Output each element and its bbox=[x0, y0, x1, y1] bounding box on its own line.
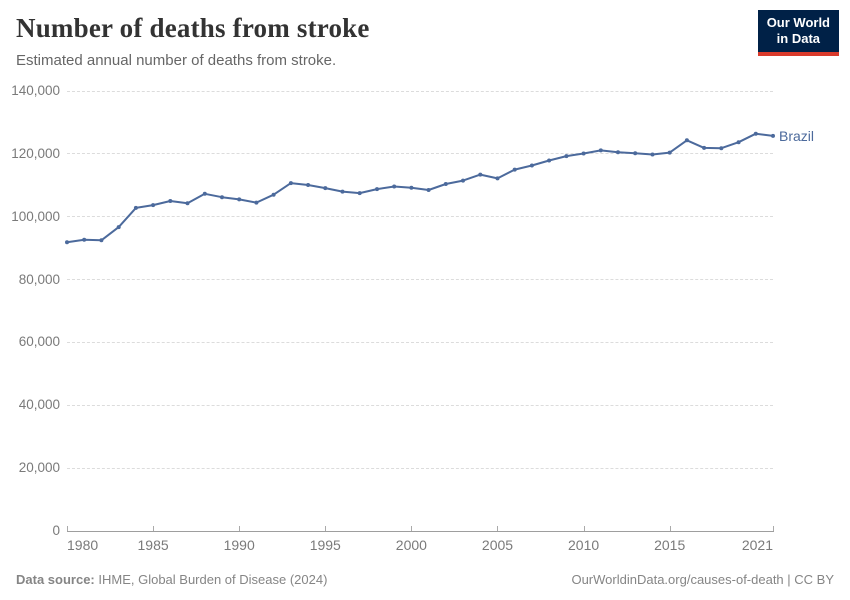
x-tick-mark bbox=[67, 526, 68, 531]
data-source-label: Data source: bbox=[16, 572, 95, 587]
data-point[interactable] bbox=[99, 238, 104, 243]
y-gridline bbox=[67, 279, 773, 281]
x-tick-mark bbox=[497, 526, 499, 531]
chart-subtitle: Estimated annual number of deaths from s… bbox=[16, 51, 337, 69]
x-tick-label: 1995 bbox=[309, 537, 341, 553]
data-point[interactable] bbox=[702, 145, 707, 150]
chart-footer: Data source: IHME, Global Burden of Dise… bbox=[16, 572, 834, 587]
data-point[interactable] bbox=[616, 150, 620, 155]
y-tick-label: 80,000 bbox=[18, 271, 60, 287]
data-point[interactable] bbox=[667, 150, 672, 155]
y-gridline bbox=[67, 153, 773, 155]
data-point[interactable] bbox=[237, 197, 242, 202]
x-tick-label: 2010 bbox=[568, 537, 600, 553]
data-point[interactable] bbox=[202, 191, 207, 196]
x-tick-label: 2005 bbox=[481, 537, 514, 553]
entity-label[interactable]: Brazil bbox=[779, 127, 815, 144]
y-tick-label: 60,000 bbox=[18, 334, 60, 350]
data-point[interactable] bbox=[426, 188, 431, 192]
data-point[interactable] bbox=[495, 176, 500, 181]
y-gridline bbox=[67, 341, 773, 343]
data-point[interactable] bbox=[719, 146, 724, 151]
data-point[interactable] bbox=[288, 181, 293, 186]
series-line[interactable] bbox=[66, 132, 774, 244]
data-point[interactable] bbox=[461, 178, 465, 183]
y-tick-label: 120,000 bbox=[11, 145, 60, 161]
x-tick-mark bbox=[583, 526, 585, 531]
chart-plot-area: 0 20,000 40,000 60,000 80,000 100,000 120,000 1… bbox=[0, 83, 850, 555]
data-point[interactable] bbox=[512, 167, 517, 172]
y-gridline bbox=[67, 467, 773, 469]
y-gridline bbox=[67, 216, 773, 218]
data-point[interactable] bbox=[409, 185, 414, 190]
data-point[interactable] bbox=[650, 152, 655, 157]
data-point[interactable] bbox=[581, 151, 586, 156]
x-tick-mark bbox=[411, 526, 413, 531]
data-point[interactable] bbox=[633, 151, 638, 156]
data-point[interactable] bbox=[185, 201, 190, 206]
x-tick-mark bbox=[153, 526, 155, 531]
x-tick-label: 1985 bbox=[137, 537, 169, 553]
data-point[interactable] bbox=[357, 191, 362, 196]
data-point[interactable] bbox=[340, 189, 345, 194]
x-tick-label: 1980 bbox=[67, 537, 99, 553]
x-tick-label: 1990 bbox=[223, 537, 255, 553]
y-tick-label: 20,000 bbox=[18, 460, 60, 476]
data-point[interactable] bbox=[564, 154, 569, 159]
data-point[interactable] bbox=[753, 131, 758, 136]
x-tick-label: 2000 bbox=[395, 537, 427, 553]
chart-header: Number of deaths from stroke Estimated a… bbox=[16, 13, 370, 69]
data-point[interactable] bbox=[375, 187, 379, 192]
owid-logo-line2: in Data bbox=[776, 31, 821, 47]
data-point[interactable] bbox=[151, 203, 156, 208]
chart-title: Number of deaths from stroke bbox=[16, 13, 370, 43]
y-tick-label: 140,000 bbox=[11, 83, 60, 98]
x-tick-mark bbox=[773, 526, 774, 531]
data-source-text: IHME, Global Burden of Disease (2024) bbox=[94, 572, 328, 587]
data-point[interactable] bbox=[392, 184, 397, 189]
data-point[interactable] bbox=[254, 200, 259, 205]
data-point[interactable] bbox=[547, 158, 552, 163]
data-point[interactable] bbox=[271, 192, 276, 197]
license-credit-link[interactable]: OurWorldinData.org/causes-of-death | CC … bbox=[571, 572, 834, 587]
y-gridline bbox=[67, 90, 773, 92]
x-tick-mark bbox=[239, 526, 241, 531]
data-source-note: Data source: IHME, Global Burden of Dise… bbox=[16, 572, 327, 587]
data-point[interactable] bbox=[82, 237, 87, 242]
data-point[interactable] bbox=[116, 225, 121, 230]
line-chart-canvas[interactable] bbox=[65, 85, 775, 531]
x-tick-label: 2021 bbox=[741, 537, 773, 553]
data-point[interactable] bbox=[736, 140, 741, 145]
data-point[interactable] bbox=[306, 183, 311, 187]
data-point[interactable] bbox=[168, 199, 173, 203]
data-point[interactable] bbox=[771, 133, 775, 138]
y-tick-label: 100,000 bbox=[11, 208, 60, 224]
data-point[interactable] bbox=[478, 172, 483, 177]
x-tick-mark bbox=[325, 526, 327, 531]
x-axis-line bbox=[67, 531, 774, 532]
data-point[interactable] bbox=[133, 205, 138, 210]
owid-logo-line1: Our World bbox=[766, 15, 830, 30]
y-gridline bbox=[67, 404, 773, 406]
data-point[interactable] bbox=[598, 148, 603, 153]
x-tick-mark bbox=[669, 526, 671, 531]
data-point[interactable] bbox=[443, 182, 448, 186]
x-tick-label: 2015 bbox=[654, 537, 686, 553]
data-point[interactable] bbox=[529, 163, 534, 168]
owid-logo[interactable]: Our World in Data bbox=[757, 10, 839, 56]
data-point[interactable] bbox=[323, 186, 328, 191]
y-tick-label: 40,000 bbox=[18, 397, 60, 413]
data-point[interactable] bbox=[220, 195, 224, 200]
y-tick-label: 0 bbox=[52, 523, 60, 538]
data-point[interactable] bbox=[684, 138, 689, 143]
data-point[interactable] bbox=[65, 240, 69, 245]
